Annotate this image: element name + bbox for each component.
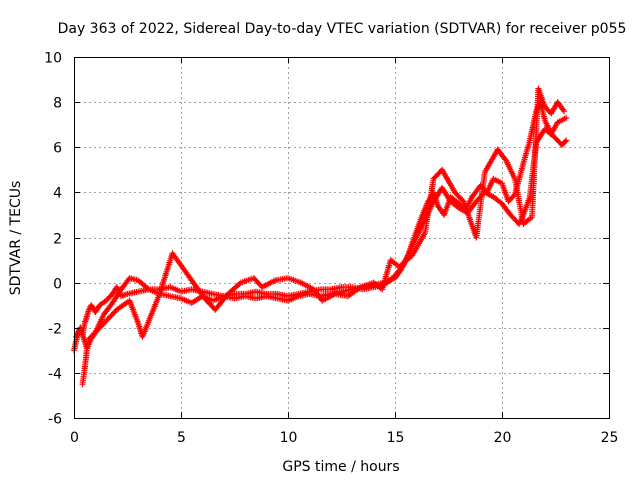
data-point — [503, 157, 517, 180]
data-point — [396, 253, 414, 270]
data-point — [252, 293, 268, 302]
data-point — [135, 277, 151, 292]
data-point — [96, 298, 108, 309]
data-point — [272, 275, 290, 284]
data-point — [499, 200, 513, 217]
y-tick-label: 0 — [53, 277, 62, 293]
data-point — [81, 349, 90, 372]
axis-ticks — [74, 57, 610, 419]
data-point — [561, 108, 568, 115]
y-axis-label: SDTVAR / TECUs — [8, 181, 24, 296]
data-point — [379, 258, 394, 293]
data-point — [126, 297, 141, 325]
x-axis-label: GPS time / hours — [282, 459, 399, 475]
data-point — [101, 301, 115, 318]
y-tick-label: 2 — [53, 232, 62, 248]
data-point — [520, 139, 533, 166]
data-point — [505, 193, 517, 205]
data-point — [529, 87, 542, 221]
data-point — [225, 280, 243, 297]
x-tick-label: 0 — [70, 430, 79, 446]
x-tick-label: 10 — [280, 430, 298, 446]
data-point — [96, 308, 119, 331]
data-point — [178, 295, 193, 306]
grid — [74, 57, 609, 418]
data-point — [344, 285, 363, 300]
data-point — [422, 177, 437, 236]
data-point — [167, 293, 183, 301]
data-point — [563, 137, 570, 144]
data-point — [481, 148, 500, 176]
tick-labels: 0 5 10 15 20 25 -6 -4 -2 0 2 4 6 8 10 — [44, 51, 618, 447]
data-point — [118, 276, 132, 293]
data-point — [237, 275, 255, 286]
data-point — [188, 294, 204, 306]
chart-title: Day 363 of 2022, Sidereal Day-to-day VTE… — [58, 21, 627, 37]
y-tick-label: 4 — [53, 186, 62, 202]
data-point — [490, 175, 504, 186]
data-point — [195, 286, 209, 303]
data-point — [473, 171, 488, 241]
data-point — [86, 326, 102, 342]
data-marks — [71, 85, 570, 388]
data-point — [259, 278, 277, 291]
data-point — [210, 293, 225, 304]
data-point — [494, 146, 509, 163]
data-point — [297, 279, 316, 292]
y-tick-label: 10 — [44, 51, 62, 67]
data-point — [558, 138, 569, 148]
data-point — [370, 279, 384, 292]
data-point — [86, 303, 94, 313]
data-point — [409, 231, 427, 259]
data-point — [535, 85, 548, 108]
x-tick-label: 25 — [601, 430, 619, 446]
series-trace-a — [71, 99, 570, 354]
data-point — [541, 126, 555, 138]
x-tick-label: 15 — [387, 430, 405, 446]
data-point — [79, 367, 88, 388]
data-point — [554, 99, 566, 113]
data-point — [409, 227, 423, 250]
x-tick-label: 20 — [494, 430, 512, 446]
data-point — [252, 288, 268, 297]
data-point — [357, 280, 375, 291]
data-point — [499, 180, 511, 203]
data-point — [169, 250, 188, 273]
series-trace-c — [79, 85, 568, 388]
data-point — [124, 289, 140, 297]
y-tick-label: 6 — [53, 141, 62, 157]
data-point — [520, 195, 533, 218]
data-point — [451, 189, 466, 204]
data-point — [563, 114, 570, 121]
y-tick-label: -2 — [48, 322, 62, 338]
data-point — [319, 291, 337, 304]
data-point — [92, 303, 102, 315]
data-point — [212, 292, 230, 313]
y-tick-label: 8 — [53, 96, 62, 112]
data-point — [109, 287, 124, 306]
data-point — [447, 198, 461, 210]
data-point — [139, 292, 162, 340]
data-point — [156, 252, 175, 297]
data-point — [182, 268, 201, 291]
data-point — [490, 193, 504, 206]
data-point — [167, 284, 183, 294]
data-point — [145, 286, 161, 297]
data-point — [103, 292, 115, 304]
y-tick-label: -6 — [48, 412, 62, 428]
data-point — [439, 166, 457, 194]
data-point — [178, 286, 193, 295]
data-point — [554, 115, 568, 126]
y-tick-label: -4 — [48, 367, 62, 383]
data-point — [520, 215, 534, 227]
data-point — [439, 184, 453, 203]
data-point — [511, 175, 526, 225]
x-tick-label: 5 — [177, 430, 186, 446]
